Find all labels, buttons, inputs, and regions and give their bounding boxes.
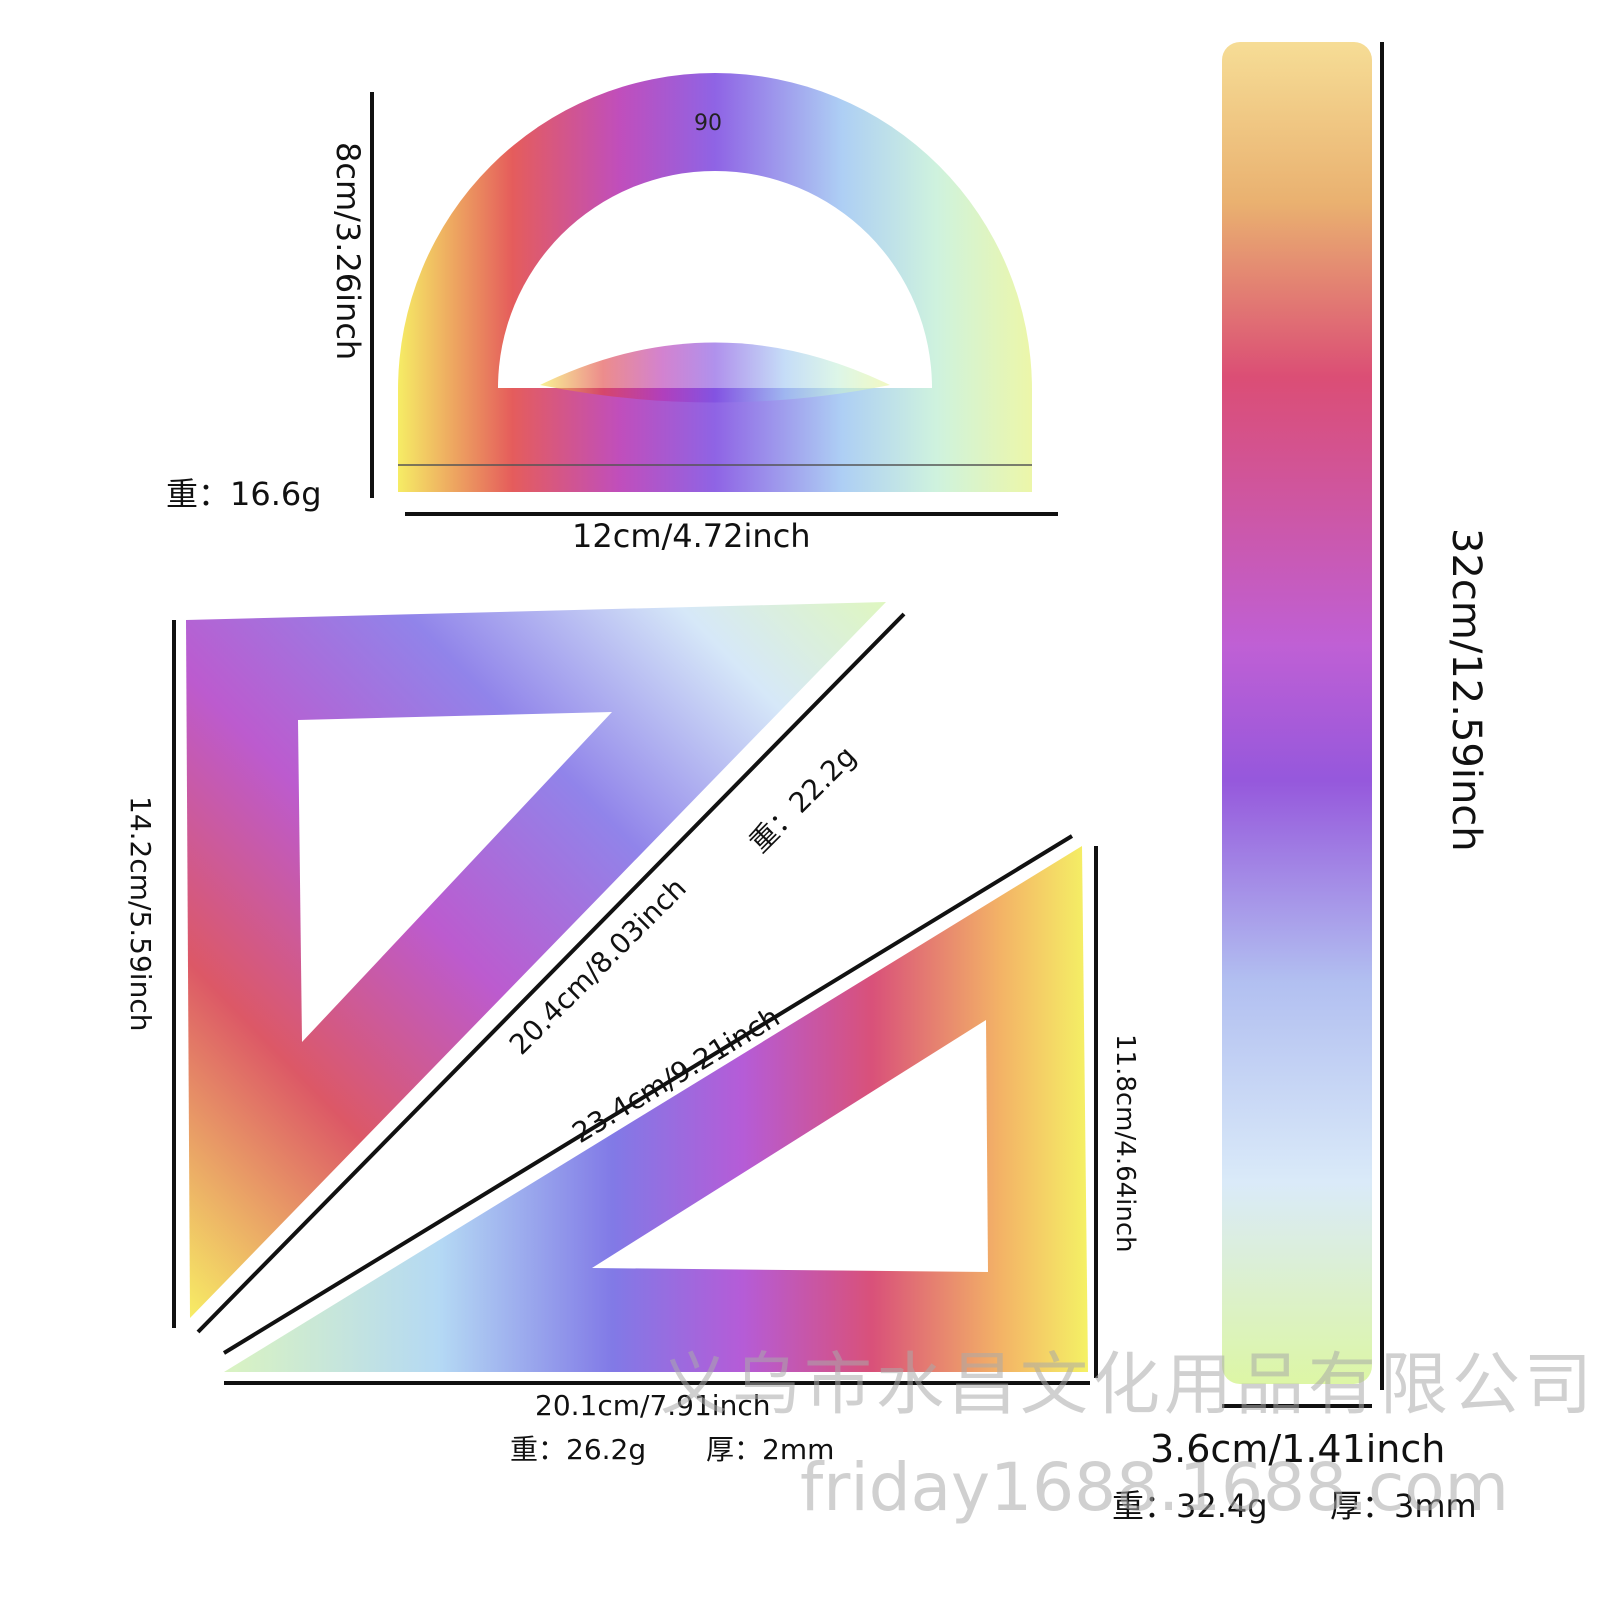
- set-square-30-60: [224, 846, 1088, 1372]
- ruler-length-label: 32cm/12.59inch: [1443, 528, 1489, 852]
- protractor: 90: [398, 73, 1032, 492]
- straight-ruler: [1222, 42, 1372, 1384]
- protractor-height-label: 8cm/3.26inch: [329, 142, 367, 361]
- ruler-thickness-label: 厚：3mm: [1330, 1487, 1477, 1525]
- set-square-45-leg-label: 14.2cm/5.59inch: [124, 796, 157, 1032]
- watermark-company: 义乌市水昌文化用品有限公司: [660, 1346, 1597, 1425]
- set-square-45: [186, 602, 886, 1318]
- protractor-weight-label: 重：16.6g: [166, 475, 322, 513]
- ruler-weight-label: 重：32.4g: [1112, 1487, 1268, 1525]
- watermark-site: friday1688.1688.com: [800, 1449, 1509, 1526]
- angle-label: 90: [694, 111, 722, 136]
- protractor-width-label: 12cm/4.72inch: [572, 517, 811, 555]
- set-square-30-weight-label: 重：26.2g: [510, 1433, 647, 1466]
- dimension-lines: [172, 42, 1384, 1408]
- set-square-30-thickness-label: 厚：2mm: [706, 1433, 835, 1466]
- ruler-width-label: 3.6cm/1.41inch: [1150, 1427, 1446, 1471]
- set-square-30-height-label: 11.8cm/4.64inch: [1110, 1034, 1140, 1253]
- set-square-30-base-label: 20.1cm/7.91inch: [535, 1389, 771, 1422]
